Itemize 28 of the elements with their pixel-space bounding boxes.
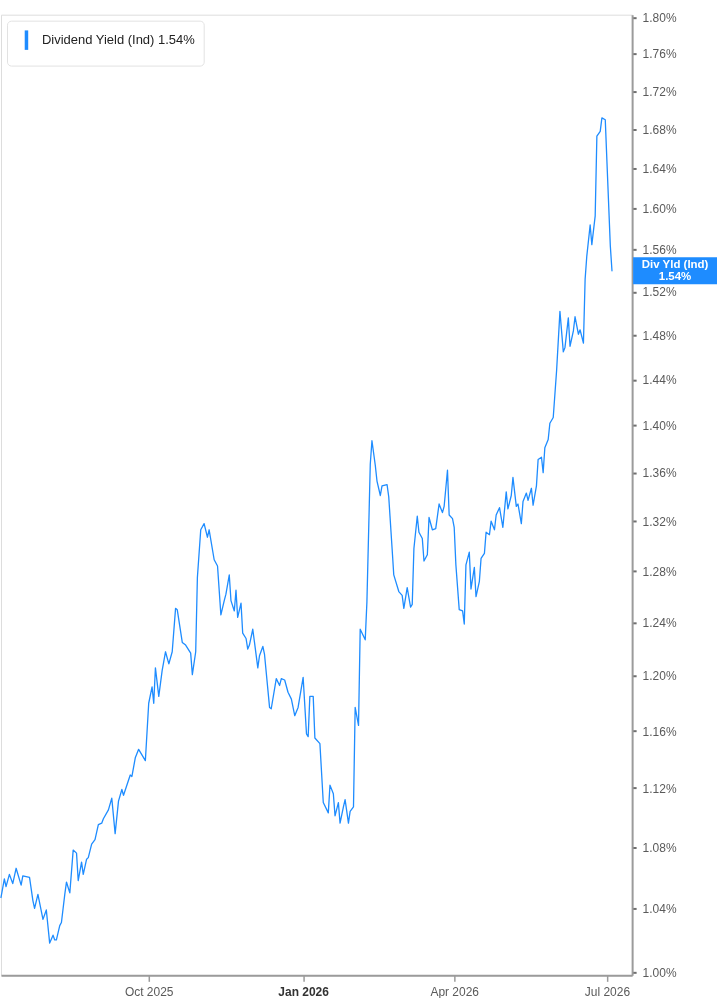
y-tick-label: 1.00% xyxy=(642,965,677,980)
y-tick-label: 1.72% xyxy=(642,84,677,99)
y-tick-label: 1.80% xyxy=(642,10,677,25)
x-tick-label: Oct 2025 xyxy=(124,984,174,999)
y-tick-label: 1.32% xyxy=(642,514,677,529)
y-tick-label: 1.04% xyxy=(642,901,677,916)
x-tick-label: Jan 2026 xyxy=(278,984,330,999)
y-tick-label: 1.28% xyxy=(642,564,677,579)
y-tick-label: 1.76% xyxy=(642,47,677,62)
y-tick-label: 1.08% xyxy=(642,840,677,855)
y-tick-label: 1.20% xyxy=(642,669,677,684)
y-tick-label: 1.56% xyxy=(642,243,677,258)
legend-label: Dividend Yield (Ind) 1.54% xyxy=(41,32,196,48)
y-tick-label: 1.60% xyxy=(642,202,677,217)
y-tick-label: 1.44% xyxy=(642,373,677,388)
y-tick-label: 1.16% xyxy=(642,724,677,739)
y-tick-label: 1.64% xyxy=(642,162,677,177)
text: Div Yld (Ind) 1.54% xyxy=(641,257,709,282)
y-tick-label: 1.24% xyxy=(642,616,677,631)
y-tick-label: 1.40% xyxy=(642,419,677,434)
y-tick-label: 1.48% xyxy=(642,328,677,343)
y-tick-label: 1.12% xyxy=(642,781,677,796)
y-tick-label: 1.36% xyxy=(642,466,677,481)
y-tick-label: 1.52% xyxy=(642,285,677,300)
x-tick-label: Apr 2026 xyxy=(430,984,480,999)
line-series xyxy=(0,117,613,944)
y-tick-label: 1.68% xyxy=(642,122,677,137)
x-tick-label: Jul 2026 xyxy=(584,984,631,999)
